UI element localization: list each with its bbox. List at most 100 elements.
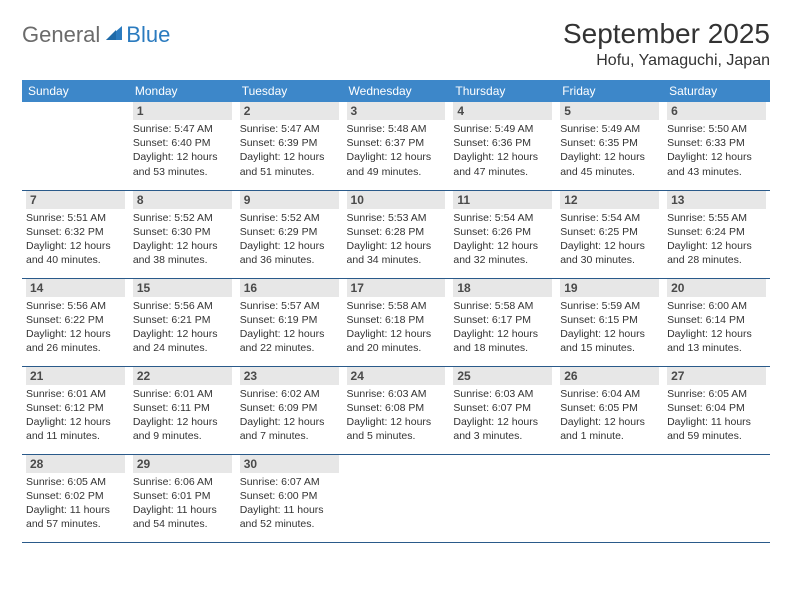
sunset-line: Sunset: 6:07 PM bbox=[453, 401, 552, 415]
day-number: 30 bbox=[240, 455, 339, 473]
daylight-line: Daylight: 12 hours and 9 minutes. bbox=[133, 415, 232, 443]
calendar-cell bbox=[449, 454, 556, 542]
daylight-line: Daylight: 12 hours and 26 minutes. bbox=[26, 327, 125, 355]
month-title: September 2025 bbox=[563, 18, 770, 50]
day-number: 5 bbox=[560, 102, 659, 120]
sunrise-line: Sunrise: 5:49 AM bbox=[453, 122, 552, 136]
sunset-line: Sunset: 6:35 PM bbox=[560, 136, 659, 150]
sunrise-line: Sunrise: 6:07 AM bbox=[240, 475, 339, 489]
sunset-line: Sunset: 6:12 PM bbox=[26, 401, 125, 415]
logo-text-blue: Blue bbox=[126, 22, 170, 48]
day-number: 15 bbox=[133, 279, 232, 297]
sunrise-line: Sunrise: 6:00 AM bbox=[667, 299, 766, 313]
calendar-cell: 16Sunrise: 5:57 AMSunset: 6:19 PMDayligh… bbox=[236, 278, 343, 366]
sunset-line: Sunset: 6:36 PM bbox=[453, 136, 552, 150]
sunset-line: Sunset: 6:18 PM bbox=[347, 313, 446, 327]
calendar-cell: 11Sunrise: 5:54 AMSunset: 6:26 PMDayligh… bbox=[449, 190, 556, 278]
calendar-cell: 8Sunrise: 5:52 AMSunset: 6:30 PMDaylight… bbox=[129, 190, 236, 278]
weekday-header: Saturday bbox=[663, 80, 770, 102]
calendar-cell: 2Sunrise: 5:47 AMSunset: 6:39 PMDaylight… bbox=[236, 102, 343, 190]
daylight-line: Daylight: 11 hours and 52 minutes. bbox=[240, 503, 339, 531]
daylight-line: Daylight: 12 hours and 7 minutes. bbox=[240, 415, 339, 443]
calendar-cell: 4Sunrise: 5:49 AMSunset: 6:36 PMDaylight… bbox=[449, 102, 556, 190]
day-number: 20 bbox=[667, 279, 766, 297]
calendar-cell: 1Sunrise: 5:47 AMSunset: 6:40 PMDaylight… bbox=[129, 102, 236, 190]
daylight-line: Daylight: 12 hours and 1 minute. bbox=[560, 415, 659, 443]
sunrise-line: Sunrise: 6:04 AM bbox=[560, 387, 659, 401]
sunrise-line: Sunrise: 6:01 AM bbox=[133, 387, 232, 401]
location-text: Hofu, Yamaguchi, Japan bbox=[563, 52, 770, 70]
sunset-line: Sunset: 6:29 PM bbox=[240, 225, 339, 239]
sunset-line: Sunset: 6:04 PM bbox=[667, 401, 766, 415]
sunrise-line: Sunrise: 5:47 AM bbox=[133, 122, 232, 136]
sunset-line: Sunset: 6:14 PM bbox=[667, 313, 766, 327]
calendar-cell: 17Sunrise: 5:58 AMSunset: 6:18 PMDayligh… bbox=[343, 278, 450, 366]
calendar-cell: 28Sunrise: 6:05 AMSunset: 6:02 PMDayligh… bbox=[22, 454, 129, 542]
calendar-cell: 3Sunrise: 5:48 AMSunset: 6:37 PMDaylight… bbox=[343, 102, 450, 190]
daylight-line: Daylight: 12 hours and 28 minutes. bbox=[667, 239, 766, 267]
day-number: 7 bbox=[26, 191, 125, 209]
day-number: 28 bbox=[26, 455, 125, 473]
calendar-cell: 21Sunrise: 6:01 AMSunset: 6:12 PMDayligh… bbox=[22, 366, 129, 454]
sunrise-line: Sunrise: 5:54 AM bbox=[560, 211, 659, 225]
day-number: 17 bbox=[347, 279, 446, 297]
weekday-header-row: Sunday Monday Tuesday Wednesday Thursday… bbox=[22, 80, 770, 102]
title-block: September 2025 Hofu, Yamaguchi, Japan bbox=[563, 18, 770, 70]
day-number: 16 bbox=[240, 279, 339, 297]
sunset-line: Sunset: 6:28 PM bbox=[347, 225, 446, 239]
calendar-cell: 9Sunrise: 5:52 AMSunset: 6:29 PMDaylight… bbox=[236, 190, 343, 278]
sunset-line: Sunset: 6:26 PM bbox=[453, 225, 552, 239]
daylight-line: Daylight: 12 hours and 32 minutes. bbox=[453, 239, 552, 267]
calendar-week-row: 28Sunrise: 6:05 AMSunset: 6:02 PMDayligh… bbox=[22, 454, 770, 542]
calendar-cell: 5Sunrise: 5:49 AMSunset: 6:35 PMDaylight… bbox=[556, 102, 663, 190]
sunrise-line: Sunrise: 5:51 AM bbox=[26, 211, 125, 225]
sunset-line: Sunset: 6:05 PM bbox=[560, 401, 659, 415]
daylight-line: Daylight: 12 hours and 3 minutes. bbox=[453, 415, 552, 443]
calendar-week-row: 14Sunrise: 5:56 AMSunset: 6:22 PMDayligh… bbox=[22, 278, 770, 366]
sunset-line: Sunset: 6:37 PM bbox=[347, 136, 446, 150]
calendar-cell: 22Sunrise: 6:01 AMSunset: 6:11 PMDayligh… bbox=[129, 366, 236, 454]
day-number: 6 bbox=[667, 102, 766, 120]
daylight-line: Daylight: 12 hours and 30 minutes. bbox=[560, 239, 659, 267]
calendar-cell: 6Sunrise: 5:50 AMSunset: 6:33 PMDaylight… bbox=[663, 102, 770, 190]
calendar-cell: 27Sunrise: 6:05 AMSunset: 6:04 PMDayligh… bbox=[663, 366, 770, 454]
sunrise-line: Sunrise: 5:52 AM bbox=[240, 211, 339, 225]
weekday-header: Thursday bbox=[449, 80, 556, 102]
sunset-line: Sunset: 6:25 PM bbox=[560, 225, 659, 239]
sunrise-line: Sunrise: 5:53 AM bbox=[347, 211, 446, 225]
sunrise-line: Sunrise: 5:52 AM bbox=[133, 211, 232, 225]
header: General Blue September 2025 Hofu, Yamagu… bbox=[22, 18, 770, 70]
day-number: 29 bbox=[133, 455, 232, 473]
day-number: 8 bbox=[133, 191, 232, 209]
sunrise-line: Sunrise: 6:06 AM bbox=[133, 475, 232, 489]
weekday-header: Tuesday bbox=[236, 80, 343, 102]
calendar-cell: 7 Sunrise: 5:51 AMSunset: 6:32 PMDaylight… bbox=[22, 190, 129, 278]
daylight-line: Daylight: 12 hours and 45 minutes. bbox=[560, 150, 659, 178]
sunset-line: Sunset: 6:32 PM bbox=[26, 225, 125, 239]
sunset-line: Sunset: 6:15 PM bbox=[560, 313, 659, 327]
day-number: 24 bbox=[347, 367, 446, 385]
sunrise-line: Sunrise: 6:05 AM bbox=[26, 475, 125, 489]
sunset-line: Sunset: 6:30 PM bbox=[133, 225, 232, 239]
day-number: 27 bbox=[667, 367, 766, 385]
sunrise-line: Sunrise: 5:54 AM bbox=[453, 211, 552, 225]
calendar-cell bbox=[22, 102, 129, 190]
daylight-line: Daylight: 12 hours and 40 minutes. bbox=[26, 239, 125, 267]
calendar-cell: 18Sunrise: 5:58 AMSunset: 6:17 PMDayligh… bbox=[449, 278, 556, 366]
calendar-cell: 23Sunrise: 6:02 AMSunset: 6:09 PMDayligh… bbox=[236, 366, 343, 454]
sunset-line: Sunset: 6:19 PM bbox=[240, 313, 339, 327]
day-number: 3 bbox=[347, 102, 446, 120]
calendar-cell: 10Sunrise: 5:53 AMSunset: 6:28 PMDayligh… bbox=[343, 190, 450, 278]
daylight-line: Daylight: 12 hours and 36 minutes. bbox=[240, 239, 339, 267]
day-number: 19 bbox=[560, 279, 659, 297]
calendar-cell: 12Sunrise: 5:54 AMSunset: 6:25 PMDayligh… bbox=[556, 190, 663, 278]
sunrise-line: Sunrise: 5:50 AM bbox=[667, 122, 766, 136]
day-number: 13 bbox=[667, 191, 766, 209]
sunset-line: Sunset: 6:33 PM bbox=[667, 136, 766, 150]
day-number: 26 bbox=[560, 367, 659, 385]
calendar-cell: 14Sunrise: 5:56 AMSunset: 6:22 PMDayligh… bbox=[22, 278, 129, 366]
day-number: 1 bbox=[133, 102, 232, 120]
day-number: 25 bbox=[453, 367, 552, 385]
sunset-line: Sunset: 6:40 PM bbox=[133, 136, 232, 150]
daylight-line: Daylight: 12 hours and 11 minutes. bbox=[26, 415, 125, 443]
